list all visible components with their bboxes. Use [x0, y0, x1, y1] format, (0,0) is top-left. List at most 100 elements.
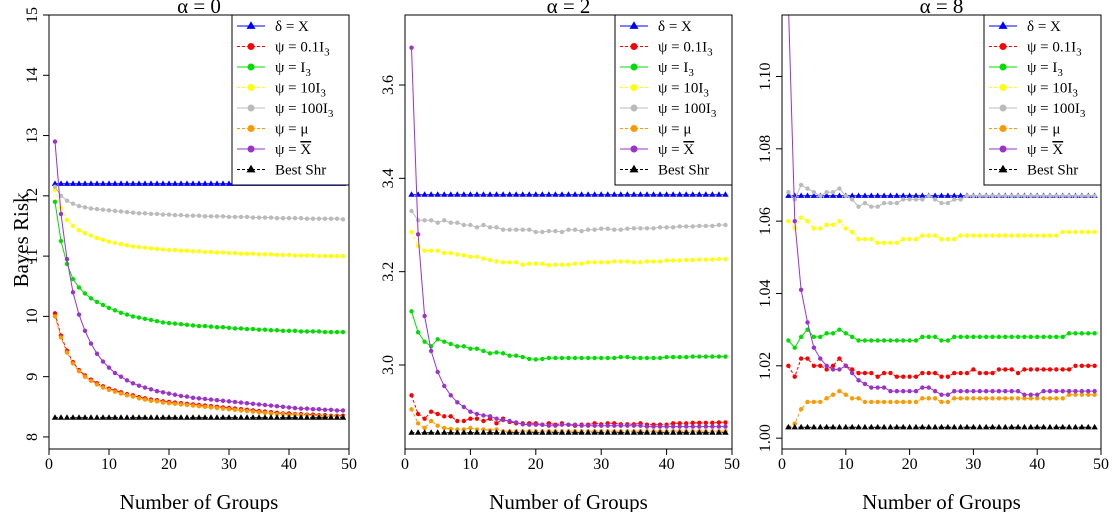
data-point [428, 409, 434, 414]
data-point [792, 218, 797, 224]
legend-marker [999, 145, 1007, 153]
data-point [316, 329, 322, 334]
data-point [1047, 233, 1053, 238]
data-point [94, 299, 100, 305]
data-point [274, 215, 280, 221]
data-point [177, 414, 185, 420]
data-point [147, 414, 155, 420]
data-point [817, 423, 824, 430]
data-point [618, 354, 624, 360]
data-point [1015, 370, 1021, 376]
data-point [100, 237, 106, 243]
data-point [213, 414, 221, 420]
data-point [900, 192, 907, 198]
data-point [612, 423, 617, 428]
data-point [906, 423, 913, 430]
data-point [811, 226, 817, 231]
data-point [584, 429, 592, 435]
data-point [196, 323, 202, 329]
data-point [112, 389, 118, 394]
x-tick-label: 50 [1093, 456, 1109, 473]
data-point [939, 200, 944, 206]
data-point [328, 253, 334, 259]
data-point [931, 192, 939, 198]
data-point [824, 363, 829, 369]
data-point [250, 326, 256, 332]
data-point [70, 290, 76, 295]
data-point [559, 262, 565, 267]
data-point [533, 422, 538, 427]
data-point [618, 259, 624, 264]
data-point [1079, 392, 1085, 397]
data-point [70, 276, 76, 282]
data-point [455, 418, 460, 424]
data-point [811, 334, 817, 340]
data-point [697, 223, 702, 229]
data-point [494, 350, 499, 355]
data-point [481, 348, 486, 354]
data-point [906, 192, 913, 198]
data-point [571, 429, 579, 435]
data-point [196, 404, 202, 409]
data-point [1028, 396, 1034, 401]
data-point [160, 320, 166, 325]
data-point [919, 192, 926, 198]
data-point [142, 211, 148, 216]
data-point [178, 322, 184, 327]
data-point [670, 258, 676, 263]
data-point [442, 414, 447, 419]
legend-entry: ψ = 0.1I3 [989, 40, 1082, 59]
data-point [1054, 334, 1059, 340]
data-point [238, 214, 244, 220]
data-point [843, 193, 848, 199]
data-point [1035, 193, 1040, 199]
data-point [875, 374, 880, 379]
data-point [710, 424, 715, 429]
data-point [1028, 334, 1034, 340]
data-point [1086, 392, 1091, 397]
data-point [599, 355, 604, 361]
data-point [442, 425, 447, 431]
data-point [1022, 193, 1027, 199]
data-point [51, 180, 59, 186]
series-8 [408, 429, 729, 435]
legend-label: δ = X [658, 19, 692, 35]
data-point [70, 361, 76, 366]
data-point [952, 370, 957, 376]
data-point [856, 378, 861, 383]
data-point [159, 180, 167, 186]
data-point [837, 356, 842, 361]
data-point [1022, 396, 1027, 401]
legend-marker [630, 43, 638, 50]
data-point [638, 355, 643, 361]
data-point [690, 257, 695, 263]
data-point [249, 414, 257, 420]
data-point [785, 192, 792, 198]
data-point [624, 429, 631, 435]
data-point [1027, 423, 1035, 430]
legend-label: ψ = μ [1027, 122, 1060, 138]
data-point [99, 180, 107, 186]
data-point [964, 334, 970, 340]
data-point [818, 356, 823, 361]
data-point [408, 429, 415, 435]
data-point [1022, 334, 1027, 340]
data-point [881, 370, 887, 376]
data-point [428, 248, 434, 253]
data-point [894, 374, 900, 379]
data-point [148, 387, 154, 392]
data-point [316, 253, 322, 259]
data-point [996, 193, 1002, 199]
data-point [88, 233, 94, 238]
data-point [106, 387, 112, 393]
data-point [112, 308, 118, 313]
series-5 [409, 208, 728, 235]
data-point [1041, 193, 1046, 199]
data-point [414, 429, 422, 435]
data-point [798, 407, 804, 412]
data-point [1066, 229, 1072, 235]
data-point [136, 244, 142, 250]
data-point [147, 180, 155, 186]
